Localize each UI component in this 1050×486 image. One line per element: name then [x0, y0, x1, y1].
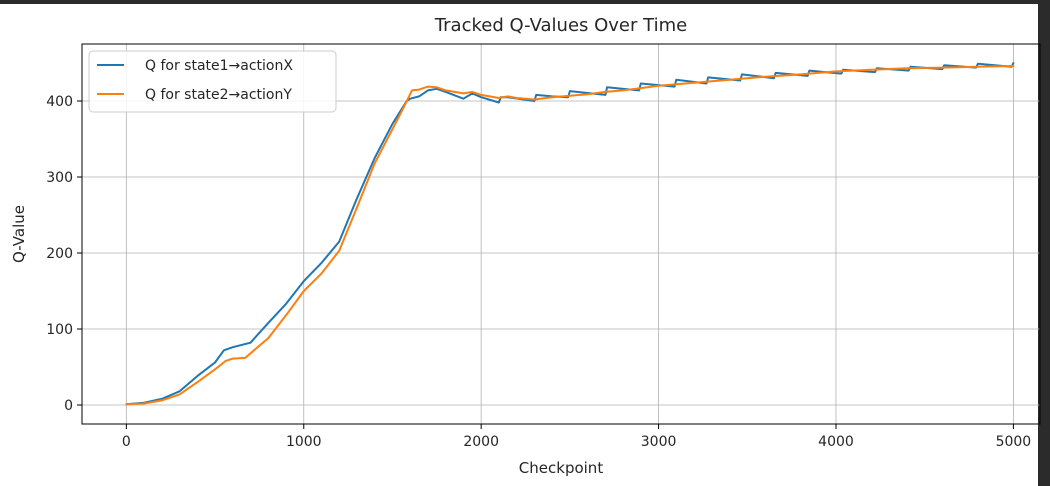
x-tick-label: 3000 [641, 434, 677, 450]
x-axis-label: Checkpoint [519, 459, 604, 477]
x-tick-label: 5000 [996, 434, 1032, 450]
x-tick-label: 2000 [463, 434, 499, 450]
series-lines [126, 63, 1013, 404]
legend: Q for state1→actionX Q for state2→action… [89, 51, 336, 112]
legend-label-series-1: Q for state1→actionX [145, 58, 293, 74]
y-tick-label: 200 [46, 246, 73, 262]
x-tick-label: 1000 [286, 434, 322, 450]
y-tick-label: 400 [46, 94, 73, 110]
series-line-1 [126, 63, 1013, 404]
x-tick-label: 0 [122, 434, 131, 450]
y-tick-label: 100 [46, 322, 73, 338]
y-tick-label: 0 [64, 398, 73, 414]
y-axis-label: Q-Value [10, 205, 28, 263]
legend-label-series-2: Q for state2→actionY [145, 87, 292, 103]
chart-title: Tracked Q-Values Over Time [434, 15, 687, 36]
x-tick-label: 4000 [818, 434, 854, 450]
axis-ticks: 0 1000 2000 3000 4000 5000 0 100 200 300 400 [46, 94, 1031, 450]
series-line-2 [126, 66, 1013, 404]
y-tick-label: 300 [46, 170, 73, 186]
